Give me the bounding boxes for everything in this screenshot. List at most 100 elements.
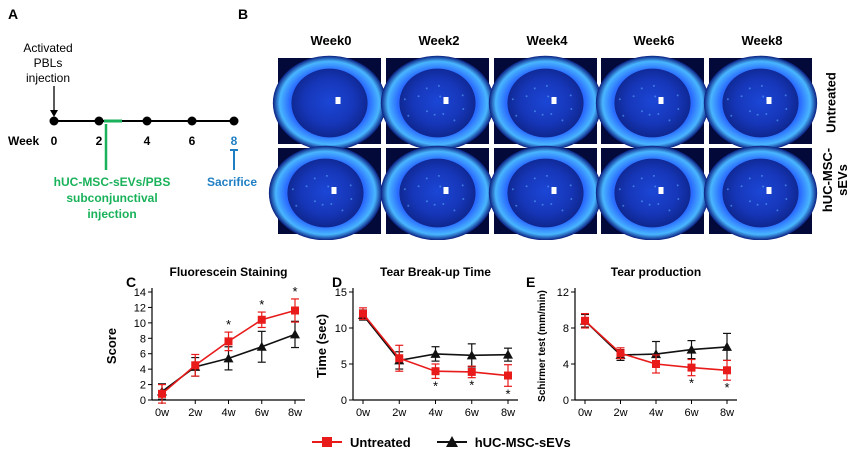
eye-punctate-spot — [407, 204, 410, 207]
chart-legend: Untreated hUC-MSC-sEVs — [310, 432, 595, 452]
significance-marker: * — [292, 284, 297, 299]
eye-image-untreated-week0 — [272, 55, 387, 151]
week-label: Week — [8, 134, 39, 148]
eye-punctate-spot — [515, 114, 518, 117]
timeline-tick-4: 4 — [144, 134, 151, 148]
x-tick-label: 8w — [288, 407, 302, 419]
eye-image-huc-msc-sevs-week4 — [488, 145, 603, 240]
timeline-dot-week4 — [142, 116, 152, 126]
eye-punctate-spot — [756, 113, 759, 116]
eye-punctate-spot — [321, 203, 324, 206]
eye-punctate-spot — [756, 203, 759, 206]
week-header-6: Week6 — [633, 33, 675, 48]
timeline-dot-week8 — [229, 116, 239, 126]
data-point-untreated — [616, 349, 625, 358]
y-tick-label: 10 — [335, 323, 347, 335]
eye-punctate-spot — [453, 119, 456, 122]
eye-punctate-spot — [425, 87, 428, 90]
eye-light-reflex — [766, 187, 772, 194]
chart-tear-breakup-time: Tear Break-up Time 0 5 10 15 0w 2w 4w 6w 8w Time (… — [314, 265, 518, 419]
eye-punctate-spot — [525, 185, 528, 188]
eye-punctate-spot — [547, 185, 550, 188]
eye-light-reflex — [331, 187, 337, 194]
eye-punctate-spot — [439, 95, 442, 98]
x-tick-label: 4w — [428, 407, 442, 419]
injection-label-line1: Activated — [23, 41, 72, 55]
eye-image-untreated-week6 — [595, 55, 710, 151]
y-tick-label: 4 — [140, 364, 146, 376]
eye-punctate-spot — [618, 98, 621, 101]
eye-punctate-spot — [785, 197, 788, 200]
eye-punctate-spot — [676, 184, 679, 187]
eye-image-huc-msc-sevs-week6 — [595, 145, 710, 240]
significance-marker: * — [724, 380, 729, 395]
eye-punctate-spot — [425, 177, 428, 180]
eye-punctate-spot — [461, 184, 464, 187]
eye-punctate-spot — [442, 113, 445, 116]
eye-punctate-spot — [305, 185, 308, 188]
chart-title: Tear Break-up Time — [380, 265, 491, 279]
eye-punctate-spot — [640, 200, 643, 203]
x-tick-label: 6w — [465, 407, 479, 419]
panel-label-d: D — [332, 274, 343, 290]
y-tick-label: 12 — [134, 302, 146, 314]
data-point-untreated — [158, 389, 166, 398]
eye-punctate-spot — [618, 188, 621, 191]
y-tick-label: 8 — [140, 333, 146, 345]
data-point-untreated — [291, 306, 299, 315]
eye-punctate-spot — [461, 94, 464, 97]
eye-punctate-spot — [442, 203, 445, 206]
eye-punctate-spot — [417, 185, 420, 188]
eye-punctate-spot — [668, 209, 671, 212]
y-tick-label: 4 — [563, 359, 569, 371]
eye-punctate-spot — [533, 87, 536, 90]
injection-label-line3: injection — [26, 71, 70, 85]
injection-arrowhead — [50, 110, 58, 117]
eye-light-reflex — [335, 97, 341, 104]
timeline-dot-week6 — [187, 116, 197, 126]
eye-cornea — [287, 158, 364, 228]
eye-punctate-spot — [570, 107, 573, 110]
eye-punctate-spot — [785, 107, 788, 110]
y-tick-label: 6 — [140, 349, 146, 361]
eye-punctate-spot — [676, 94, 679, 97]
eye-cornea — [399, 68, 476, 138]
timeline-tick-2: 2 — [96, 134, 103, 148]
eye-punctate-spot — [640, 87, 643, 90]
week-header-4: Week4 — [526, 33, 568, 48]
y-tick-label: 5 — [341, 359, 347, 371]
x-tick-label: 0w — [356, 407, 370, 419]
eye-image-untreated-week4 — [488, 55, 603, 151]
eye-punctate-spot — [657, 203, 660, 206]
eye-punctate-spot — [425, 200, 428, 203]
timeline-dot-week0 — [49, 116, 59, 126]
eye-punctate-spot — [760, 84, 763, 87]
data-point-treated — [686, 344, 697, 354]
eye-punctate-spot — [350, 197, 353, 200]
eye-cornea — [291, 68, 368, 138]
eye-image-huc-msc-sevs-week8 — [703, 145, 818, 240]
eye-punctate-spot — [550, 113, 553, 116]
data-point-untreated — [687, 363, 696, 372]
data-point-treated — [503, 349, 513, 359]
eye-punctate-spot — [748, 177, 751, 180]
timeline-tick-6: 6 — [189, 134, 196, 148]
eye-punctate-spot — [652, 84, 655, 87]
data-point-untreated — [467, 367, 476, 376]
x-tick-label: 0w — [578, 407, 592, 419]
eye-punctate-spot — [295, 204, 298, 207]
eye-punctate-spot — [640, 110, 643, 113]
experiment-timeline: Activated PBLs injection Week 0 2 4 6 8 … — [8, 41, 257, 221]
x-tick-label: 4w — [649, 407, 663, 419]
row-label-untreated: Untreated — [823, 72, 839, 133]
x-tick-label: 4w — [221, 407, 235, 419]
eye-punctate-spot — [762, 185, 765, 188]
eye-punctate-spot — [632, 185, 635, 188]
panel-label-a: A — [8, 6, 19, 22]
significance-marker: * — [505, 386, 510, 401]
y-tick-label: 8 — [563, 323, 569, 335]
eye-punctate-spot — [541, 113, 544, 116]
eye-punctate-spot — [425, 110, 428, 113]
eye-punctate-spot — [547, 95, 550, 98]
y-axis-label: Score — [104, 328, 119, 364]
